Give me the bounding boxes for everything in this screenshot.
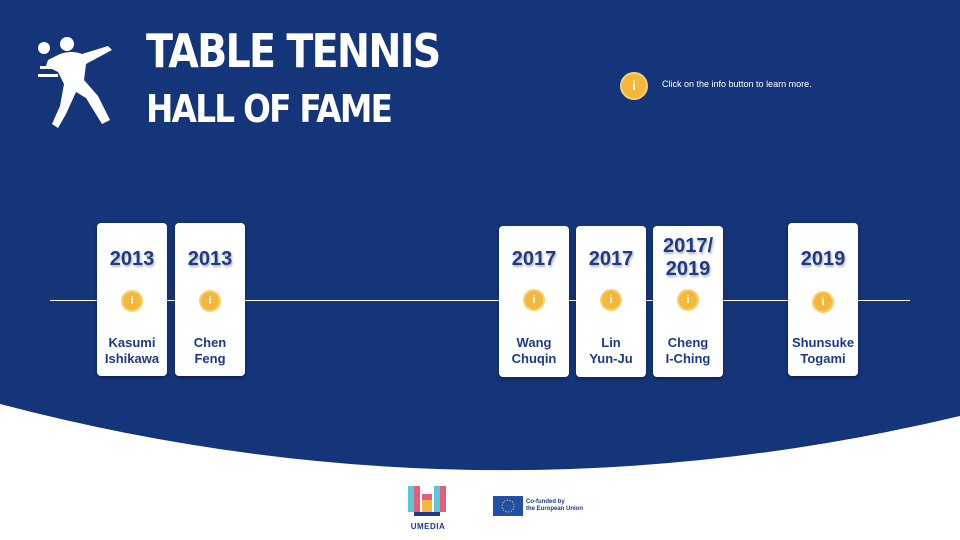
card-year: 2013 — [109, 248, 155, 270]
card-name-line1: Wang — [516, 335, 552, 350]
card-name-line2: I-Ching — [665, 351, 711, 366]
eu-funding-line2: the European Union — [526, 506, 583, 512]
table-tennis-player-icon — [38, 37, 112, 128]
card-name-line1: Chen — [193, 335, 227, 350]
card-name-line2: Ishikawa — [104, 351, 160, 366]
card-name-line1: Kasumi — [108, 335, 156, 350]
card-year: 2017 — [511, 248, 557, 270]
eu-funding-text: Co-funded by the European Union — [526, 499, 583, 513]
card-name-line1: Shunsuke — [791, 335, 855, 350]
card-year-line1: 2017/ — [662, 235, 714, 257]
card-year: 2013 — [187, 248, 233, 270]
umedia-logo-text: UMEDIA — [410, 522, 446, 531]
umedia-logo-icon — [408, 486, 446, 516]
hall-of-fame-card-lin-yun-ju[interactable]: 2017 i Lin Yun-Ju — [576, 226, 646, 377]
card-name-line1: Lin — [601, 335, 621, 350]
card-name-line2: Yun-Ju — [589, 351, 633, 366]
card-info-button[interactable]: i — [199, 290, 221, 312]
card-info-button[interactable]: i — [600, 289, 622, 311]
card-name-line2: Togami — [800, 351, 846, 366]
card-year: 2017 — [588, 248, 634, 270]
card-name-line1: Cheng — [667, 335, 709, 350]
eu-funding-line1: Co-funded by — [526, 499, 565, 505]
card-info-button[interactable]: i — [523, 289, 545, 311]
page-title-line2: HALL OF FAME — [146, 87, 393, 131]
card-name-line2: Chuqin — [511, 351, 557, 366]
card-info-button[interactable]: i — [677, 289, 699, 311]
card-info-button[interactable]: i — [812, 291, 834, 313]
hall-of-fame-card-wang-chuqin[interactable]: 2017 i Wang Chuqin — [499, 226, 569, 377]
card-info-button[interactable]: i — [121, 290, 143, 312]
page-title-line1: TABLE TENNIS — [146, 24, 441, 78]
card-name-line2: Feng — [194, 351, 226, 366]
hall-of-fame-card-cheng-i-ching[interactable]: 2017/ 2019 i Cheng I-Ching — [653, 226, 723, 377]
info-button[interactable]: i — [620, 72, 648, 100]
timeline-line — [50, 300, 910, 301]
info-hint-text: Click on the info button to learn more. — [662, 79, 812, 89]
card-year-line2: 2019 — [665, 258, 711, 280]
eu-flag-icon — [493, 496, 523, 516]
hall-of-fame-card-chen-feng[interactable]: 2013 i Chen Feng — [175, 223, 245, 376]
hall-of-fame-card-kasumi-ishikawa[interactable]: 2013 i Kasumi Ishikawa — [97, 223, 167, 376]
hall-of-fame-card-shunsuke-togami[interactable]: 2019 i Shunsuke Togami — [788, 223, 858, 376]
card-year: 2019 — [800, 248, 846, 270]
